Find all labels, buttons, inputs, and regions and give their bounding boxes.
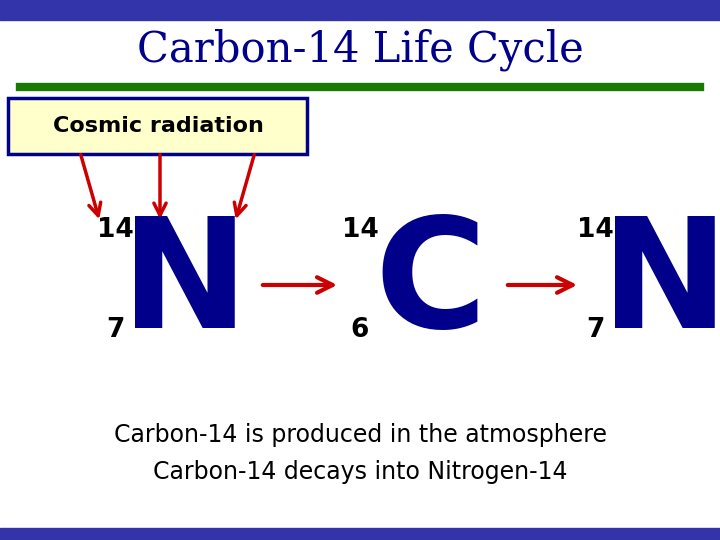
Text: N: N: [121, 211, 249, 360]
Text: 7: 7: [106, 317, 124, 343]
Text: 14: 14: [96, 217, 133, 243]
Text: 14: 14: [577, 217, 613, 243]
FancyBboxPatch shape: [8, 98, 307, 154]
Text: C: C: [374, 211, 486, 360]
Text: Carbon-14 is produced in the atmosphere: Carbon-14 is produced in the atmosphere: [114, 423, 606, 447]
Text: 6: 6: [351, 317, 369, 343]
Text: 14: 14: [341, 217, 379, 243]
Text: Carbon-14 decays into Nitrogen-14: Carbon-14 decays into Nitrogen-14: [153, 460, 567, 484]
Text: N: N: [601, 211, 720, 360]
Text: 7: 7: [586, 317, 604, 343]
Text: Carbon-14 Life Cycle: Carbon-14 Life Cycle: [137, 29, 583, 71]
Text: Cosmic radiation: Cosmic radiation: [53, 116, 264, 136]
